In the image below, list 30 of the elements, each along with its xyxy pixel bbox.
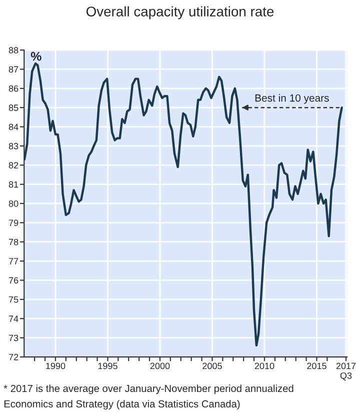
y-tick-label: 81 xyxy=(8,181,18,188)
y-tick-label: 85 xyxy=(8,104,18,111)
x-tick-label: 2010 xyxy=(254,362,274,370)
x-tick-label: 2000 xyxy=(150,362,170,370)
y-tick-label: 79 xyxy=(8,220,18,226)
y-tick-label: 73 xyxy=(8,334,18,342)
y-tick-label: 82 xyxy=(8,162,18,168)
y-tick-label: 83 xyxy=(8,142,18,150)
x-tick-label: 1995 xyxy=(98,362,118,370)
x-tick-label: 1990 xyxy=(46,362,66,370)
x-tick-label: 2017 Q3 xyxy=(336,362,356,380)
y-tick-label: 72 xyxy=(8,354,18,360)
y-tick-label: 75 xyxy=(8,296,18,303)
y-tick-label: 78 xyxy=(8,238,18,246)
y-tick-label: 77 xyxy=(8,258,18,264)
y-tick-label: 80 xyxy=(8,200,18,207)
x-tick-label: 2005 xyxy=(202,362,222,370)
ref-line-label: Best in 10 years xyxy=(255,94,329,104)
y-tick-label: 76 xyxy=(8,277,18,284)
y-tick-label: 86 xyxy=(8,85,18,92)
chart-title: Overall capacity utilization rate xyxy=(86,6,274,20)
y-tick-label: 84 xyxy=(8,124,18,130)
y-axis-title: % xyxy=(30,52,42,61)
y-tick-label: 74 xyxy=(8,316,18,322)
text: * 2017 is the average over January-November period annualized xyxy=(4,384,294,394)
y-tick-label: 87 xyxy=(8,66,18,73)
y-tick-label: 88 xyxy=(8,47,18,54)
x-tick-label: 2015 xyxy=(307,362,326,370)
line-series xyxy=(24,62,343,347)
text: Economics and Strategy (data via Statistics Canada) xyxy=(4,400,240,410)
